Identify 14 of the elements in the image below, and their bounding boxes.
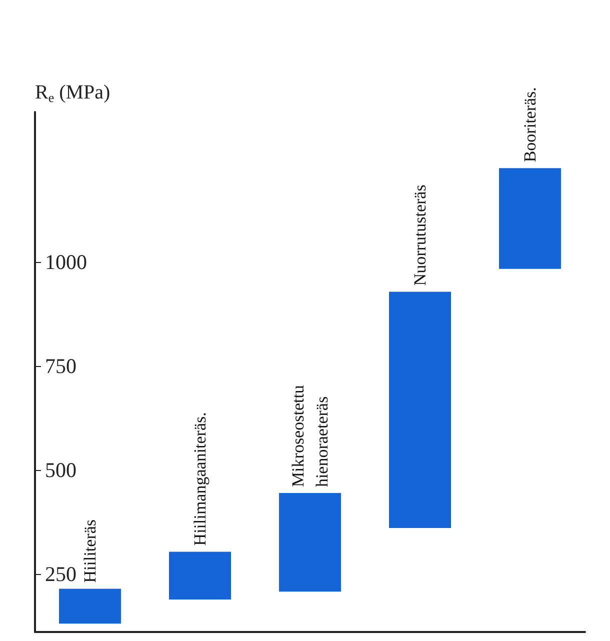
y-tick-label: 500: [45, 458, 76, 482]
y-tick-label: 250: [45, 562, 76, 586]
x-tick-label: Mikroseostettu hienoraeteräs: [288, 384, 332, 488]
x-tick-label: Nuorrutusteräs: [410, 184, 430, 286]
bar: [389, 292, 451, 528]
x-tick-label: Booriteräs.: [520, 87, 540, 162]
x-tick-label: Hiilimangaaniteräs.: [190, 412, 210, 546]
bar: [169, 552, 231, 600]
bar: [59, 588, 121, 624]
y-tick-label: 1000: [45, 250, 87, 274]
bar: [499, 168, 561, 269]
x-tick-label: Hiiliteräs: [80, 519, 100, 583]
y-tick-label: 750: [45, 354, 76, 378]
bar: [279, 493, 341, 592]
